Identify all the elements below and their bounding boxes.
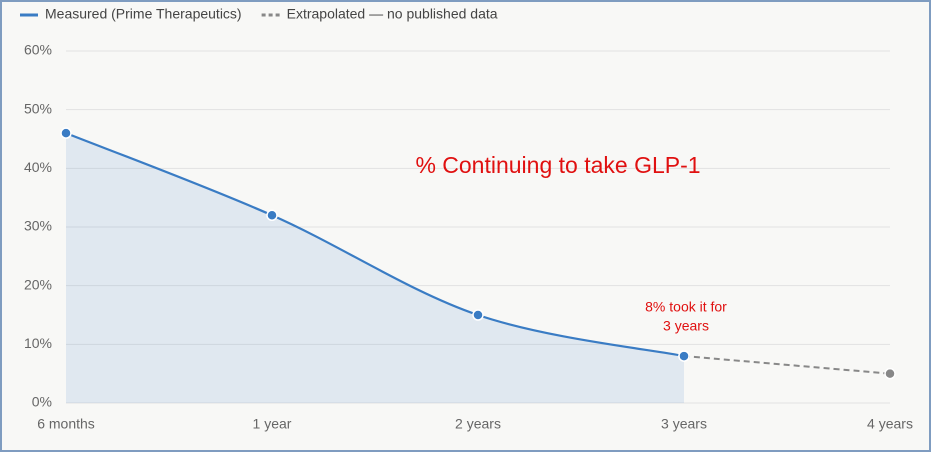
x-tick-label: 3 years	[661, 416, 707, 432]
x-tick-label: 6 months	[37, 416, 95, 432]
legend-label: Measured (Prime Therapeutics)	[45, 6, 242, 22]
legend-label: Extrapolated — no published data	[287, 6, 498, 22]
line	[683, 355, 891, 375]
point	[60, 127, 72, 139]
y-tick-label: 40%	[24, 159, 52, 175]
point	[266, 209, 278, 222]
x-tick-label: 4 years	[867, 416, 913, 432]
annotation: 3 years	[663, 318, 709, 334]
chart-title: % Continuing to take GLP-1	[415, 152, 700, 178]
y-tick-label: 30%	[24, 218, 52, 234]
point	[472, 309, 484, 321]
point	[678, 350, 690, 362]
x-tick-label: 2 years	[455, 416, 501, 432]
y-tick-label: 50%	[24, 100, 52, 116]
x-tick-label: 1 year	[253, 416, 292, 432]
y-tick-label: 0%	[32, 394, 52, 410]
point	[884, 367, 896, 380]
annotation: 8% took it for	[645, 299, 727, 315]
y-tick-label: 60%	[24, 42, 52, 58]
line	[65, 132, 685, 358]
y-tick-label: 10%	[24, 335, 52, 351]
y-tick-label: 20%	[24, 276, 52, 292]
